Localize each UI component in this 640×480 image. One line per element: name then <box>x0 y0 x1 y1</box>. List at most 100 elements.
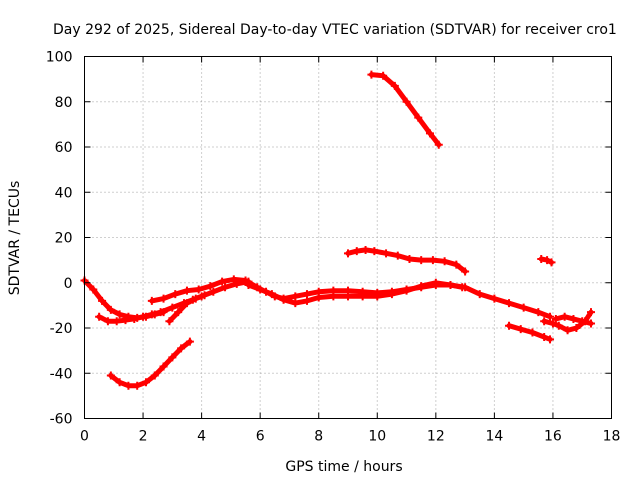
x-tick-label: 0 <box>80 429 89 445</box>
data-point-marker <box>587 319 596 328</box>
x-tick-label: 4 <box>197 429 206 445</box>
data-point-marker <box>165 317 174 326</box>
data-point-marker <box>548 319 557 328</box>
data-point-marker <box>112 317 121 326</box>
data-point-marker <box>267 290 276 299</box>
x-tick-label: 14 <box>485 429 503 445</box>
data-series <box>80 70 596 390</box>
data-point-marker <box>405 254 414 263</box>
data-point-marker <box>159 362 168 371</box>
series-arc-6 <box>106 337 194 390</box>
data-point-marker <box>303 296 312 305</box>
x-tick-label: 6 <box>256 429 265 445</box>
data-point-marker <box>572 324 581 332</box>
data-point-marker <box>546 312 555 321</box>
data-point-marker <box>221 283 230 292</box>
series-arc-10 <box>537 254 556 267</box>
data-point-marker <box>387 290 396 299</box>
data-point-marker <box>547 258 556 267</box>
x-tick-label: 10 <box>368 429 386 445</box>
data-point-marker <box>569 314 578 323</box>
data-point-marker <box>229 275 238 284</box>
data-point-marker <box>232 279 241 288</box>
data-point-marker <box>414 113 423 122</box>
data-point-marker <box>314 293 323 302</box>
y-tick-label: -60 <box>50 412 73 428</box>
x-axis-label: GPS time / hours <box>285 459 402 475</box>
data-point-marker <box>361 245 370 254</box>
series-line <box>108 339 193 389</box>
data-point-marker <box>130 314 139 323</box>
data-point-marker <box>344 292 352 301</box>
data-point-marker <box>425 129 434 138</box>
data-point-marker <box>390 81 399 90</box>
series-arc-12 <box>551 312 596 328</box>
data-point-marker <box>551 314 560 323</box>
y-tick-label: 60 <box>55 140 73 156</box>
data-point-marker <box>168 303 177 312</box>
data-point-marker <box>182 286 191 295</box>
data-point-marker <box>417 256 426 265</box>
data-point-marker <box>344 249 352 258</box>
data-point-marker <box>554 321 563 330</box>
data-point-marker <box>452 260 461 269</box>
y-tick-label: 20 <box>55 231 73 247</box>
data-point-marker <box>490 294 499 303</box>
data-point-marker <box>560 312 569 321</box>
series-arc-8 <box>344 245 470 276</box>
data-point-marker <box>417 282 426 291</box>
data-point-marker <box>428 256 437 265</box>
data-point-marker <box>147 296 156 305</box>
x-tick-label: 12 <box>427 429 445 445</box>
data-point-marker <box>159 294 168 303</box>
data-point-marker <box>156 308 165 317</box>
data-point-marker <box>147 310 156 319</box>
x-tick-label: 2 <box>139 429 148 445</box>
data-point-marker <box>218 277 227 286</box>
data-point-marker <box>185 337 194 346</box>
data-point-marker <box>402 97 411 106</box>
series-arc-7 <box>367 70 443 149</box>
x-tick-label: 16 <box>544 429 562 445</box>
grid-lines <box>84 56 612 419</box>
data-point-marker <box>373 292 382 301</box>
data-point-marker <box>121 316 130 325</box>
y-tick-label: 80 <box>55 95 73 111</box>
data-point-marker <box>303 290 312 299</box>
x-tick-label: 8 <box>314 429 323 445</box>
data-point-marker <box>200 291 209 300</box>
y-tick-label: -20 <box>50 321 73 337</box>
data-point-marker <box>393 251 402 260</box>
y-tick-labels: -60 -40 -20 0 20 40 60 80 100 <box>46 50 73 428</box>
y-axis-label: SDTVAR / TECUs <box>7 181 23 296</box>
data-point-marker <box>534 308 543 317</box>
axis-ticks <box>84 56 612 419</box>
data-point-marker <box>194 285 203 294</box>
y-tick-label: -40 <box>50 366 73 382</box>
data-point-marker <box>540 333 549 342</box>
data-point-marker <box>133 381 142 390</box>
data-point-marker <box>587 308 596 317</box>
data-point-marker <box>279 295 288 304</box>
data-point-marker <box>358 292 367 301</box>
data-point-marker <box>150 371 159 380</box>
data-point-marker <box>244 277 253 286</box>
data-point-marker <box>516 325 525 334</box>
y-tick-label: 0 <box>64 276 73 292</box>
series-arc-9 <box>505 321 555 344</box>
data-point-marker <box>402 286 411 295</box>
data-point-marker <box>182 299 191 308</box>
data-point-marker <box>528 328 537 337</box>
data-point-marker <box>209 287 218 296</box>
data-point-marker <box>461 267 470 276</box>
data-point-marker <box>475 290 484 299</box>
y-tick-label: 40 <box>55 185 73 201</box>
data-point-marker <box>329 292 338 301</box>
data-point-marker <box>256 285 265 294</box>
y-tick-label: 100 <box>46 50 73 66</box>
data-point-marker <box>563 326 572 335</box>
data-point-marker <box>446 281 455 290</box>
data-point-marker <box>578 317 587 326</box>
data-point-marker <box>546 335 555 344</box>
